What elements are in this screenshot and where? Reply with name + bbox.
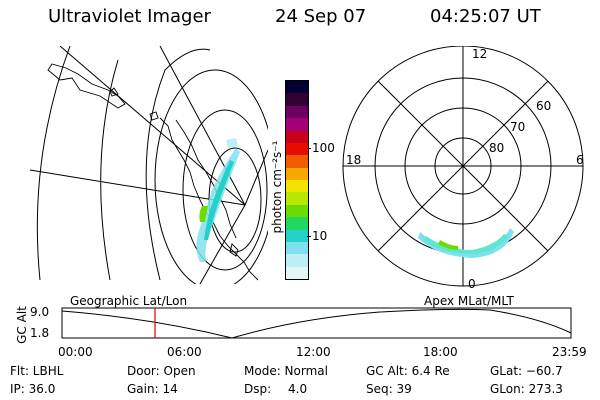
colorbar-swatch [286, 118, 308, 131]
altitude-curve [61, 308, 572, 339]
colorbar-swatch [286, 229, 308, 242]
colorbar-swatch [286, 155, 308, 168]
polar-plot: 12 18 6 0 60 70 80 [342, 46, 584, 291]
mlat-label-60: 60 [536, 99, 551, 113]
colorbar-tick-100: 100 [312, 141, 335, 155]
meridian-line [199, 204, 246, 284]
timeline-xtick-0000: 00:00 [58, 345, 93, 359]
colorbar-swatch [286, 241, 308, 255]
colorbar-swatch [286, 217, 308, 230]
info-gc-alt: GC Alt: 6.4 Re [366, 364, 450, 378]
instrument-title: Ultraviolet Imager [48, 6, 211, 27]
auroral-oval [418, 228, 514, 258]
colorbar-swatch [286, 81, 308, 94]
island [229, 243, 239, 257]
colorbar-swatch [286, 266, 308, 279]
lat-arc [100, 59, 119, 281]
colorbar-swatch [286, 180, 308, 193]
polar-axis-diagonal [377, 80, 549, 252]
colorbar-swatch [286, 254, 308, 267]
info-gain: Gain: 14 [127, 382, 178, 396]
lat-ellipse [182, 109, 268, 271]
timeline-xtick-0600: 06:00 [167, 345, 202, 359]
timeline-ytick-high: 9.0 [30, 305, 50, 319]
altitude-timeline [61, 307, 572, 339]
timeline-left-label: Geographic Lat/Lon [70, 294, 188, 308]
meridian-line [244, 149, 268, 206]
colorbar [285, 80, 309, 280]
meridian-line [59, 46, 246, 206]
date-label: 24 Sep 07 [275, 6, 367, 27]
geographic-map [29, 46, 268, 284]
timeline-xtick-2359: 23:59 [552, 345, 587, 359]
info-glat: GLat: −60.7 [490, 364, 563, 378]
colorbar-swatch [286, 93, 308, 106]
island [149, 111, 159, 121]
mlt-label-12: 12 [472, 47, 487, 61]
meridian-line [159, 46, 246, 206]
colorbar-swatch [286, 142, 308, 156]
colorbar-swatch [286, 204, 308, 218]
colorbar-tick-mark [307, 236, 311, 237]
info-ip: IP: 36.0 [10, 382, 56, 396]
aurora-emission [196, 138, 240, 262]
timeline-xtick-1800: 18:00 [423, 345, 458, 359]
lat-arc [145, 48, 211, 281]
timeline-xtick-1200: 12:00 [296, 345, 331, 359]
colorbar-swatch [286, 167, 308, 180]
info-flt: Flt: LBHL [10, 364, 64, 378]
info-glon: GLon: 273.3 [490, 382, 563, 396]
coastline [47, 63, 126, 109]
info-seq: Seq: 39 [366, 382, 412, 396]
colorbar-swatch [286, 105, 308, 119]
info-dsp-value: 4.0 [288, 382, 308, 396]
mlat-label-80: 80 [489, 141, 504, 155]
colorbar-swatch [286, 130, 308, 143]
lat-arc [36, 46, 71, 281]
colorbar-unit-label: photon cm⁻²s⁻¹ [270, 140, 284, 234]
info-dsp-label: Dsp: [244, 382, 272, 396]
lat-ellipse [154, 69, 268, 284]
mlt-label-6: 6 [576, 153, 584, 167]
time-label: 04:25:07 UT [430, 6, 541, 27]
timeline-y-label: GC Alt [15, 306, 29, 344]
timeline-ytick-low: 1.8 [30, 326, 50, 340]
info-mode: Mode: Normal [244, 364, 328, 378]
colorbar-swatch [286, 192, 308, 205]
colorbar-tick-mark [307, 148, 311, 149]
mlat-label-70: 70 [510, 120, 525, 134]
timeline-right-label: Apex MLat/MLT [424, 294, 514, 308]
coastline [175, 119, 237, 239]
island [109, 87, 119, 97]
info-door: Door: Open [127, 364, 196, 378]
colorbar-tick-10: 10 [312, 229, 328, 243]
mlt-label-0: 0 [468, 277, 476, 291]
mlt-label-18: 18 [346, 153, 361, 167]
